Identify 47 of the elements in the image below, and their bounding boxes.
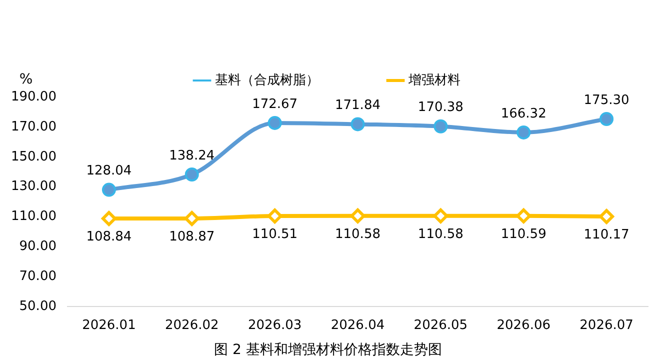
legend-label: 基料（合成树脂） xyxy=(215,72,319,88)
point xyxy=(350,208,366,224)
data-label: 138.24 xyxy=(169,148,215,164)
y-tick-label: 130.00 xyxy=(10,179,56,194)
x-tick-label: 2026.01 xyxy=(82,318,136,333)
x-tick-label: 2026.07 xyxy=(580,318,634,333)
data-label: 128.04 xyxy=(86,164,132,179)
x-tick-label: 2026.02 xyxy=(165,318,219,333)
x-tick-label: 2026.05 xyxy=(414,318,468,333)
y-tick-label: 50.00 xyxy=(19,298,56,314)
point xyxy=(350,117,365,132)
legend-label: 增强材料 xyxy=(408,72,460,88)
x-tick-label: 2026.04 xyxy=(330,318,385,333)
y-tick-label: 90.00 xyxy=(19,239,56,254)
point xyxy=(101,211,116,226)
x-tick-label: 2026.06 xyxy=(496,318,550,333)
y-tick-label: 70.00 xyxy=(19,269,56,284)
data-label: 172.67 xyxy=(252,96,298,112)
data-label: 171.84 xyxy=(334,98,380,114)
data-label: 110.17 xyxy=(584,227,630,242)
data-label: 110.58 xyxy=(334,226,380,242)
data-label: 110.51 xyxy=(252,226,298,242)
point xyxy=(184,167,199,182)
y-tick-label: 170.00 xyxy=(10,119,56,134)
point xyxy=(268,116,282,130)
data-label: 110.59 xyxy=(500,226,546,242)
point xyxy=(516,208,532,224)
point xyxy=(434,119,448,134)
y-tick-label: 110.00 xyxy=(10,209,56,224)
point xyxy=(600,112,614,126)
point xyxy=(267,208,282,224)
y-axis-title: % xyxy=(19,72,33,88)
data-label: 175.30 xyxy=(584,92,630,108)
point xyxy=(102,182,116,197)
data-label: 108.87 xyxy=(169,229,215,244)
data-label: 108.84 xyxy=(86,229,132,244)
y-tick-label: 150.00 xyxy=(10,149,56,164)
point xyxy=(599,209,614,224)
x-tick-label: 2026.03 xyxy=(248,318,302,333)
data-label: 110.58 xyxy=(418,226,464,242)
text: 图 2 基料和增强材料价格指数走势图 xyxy=(214,342,442,358)
y-tick-label: 190.00 xyxy=(10,89,56,104)
point xyxy=(433,208,448,224)
point xyxy=(516,125,531,140)
data-label: 166.32 xyxy=(500,106,546,122)
point xyxy=(184,210,200,226)
data-label: 170.38 xyxy=(418,100,464,116)
